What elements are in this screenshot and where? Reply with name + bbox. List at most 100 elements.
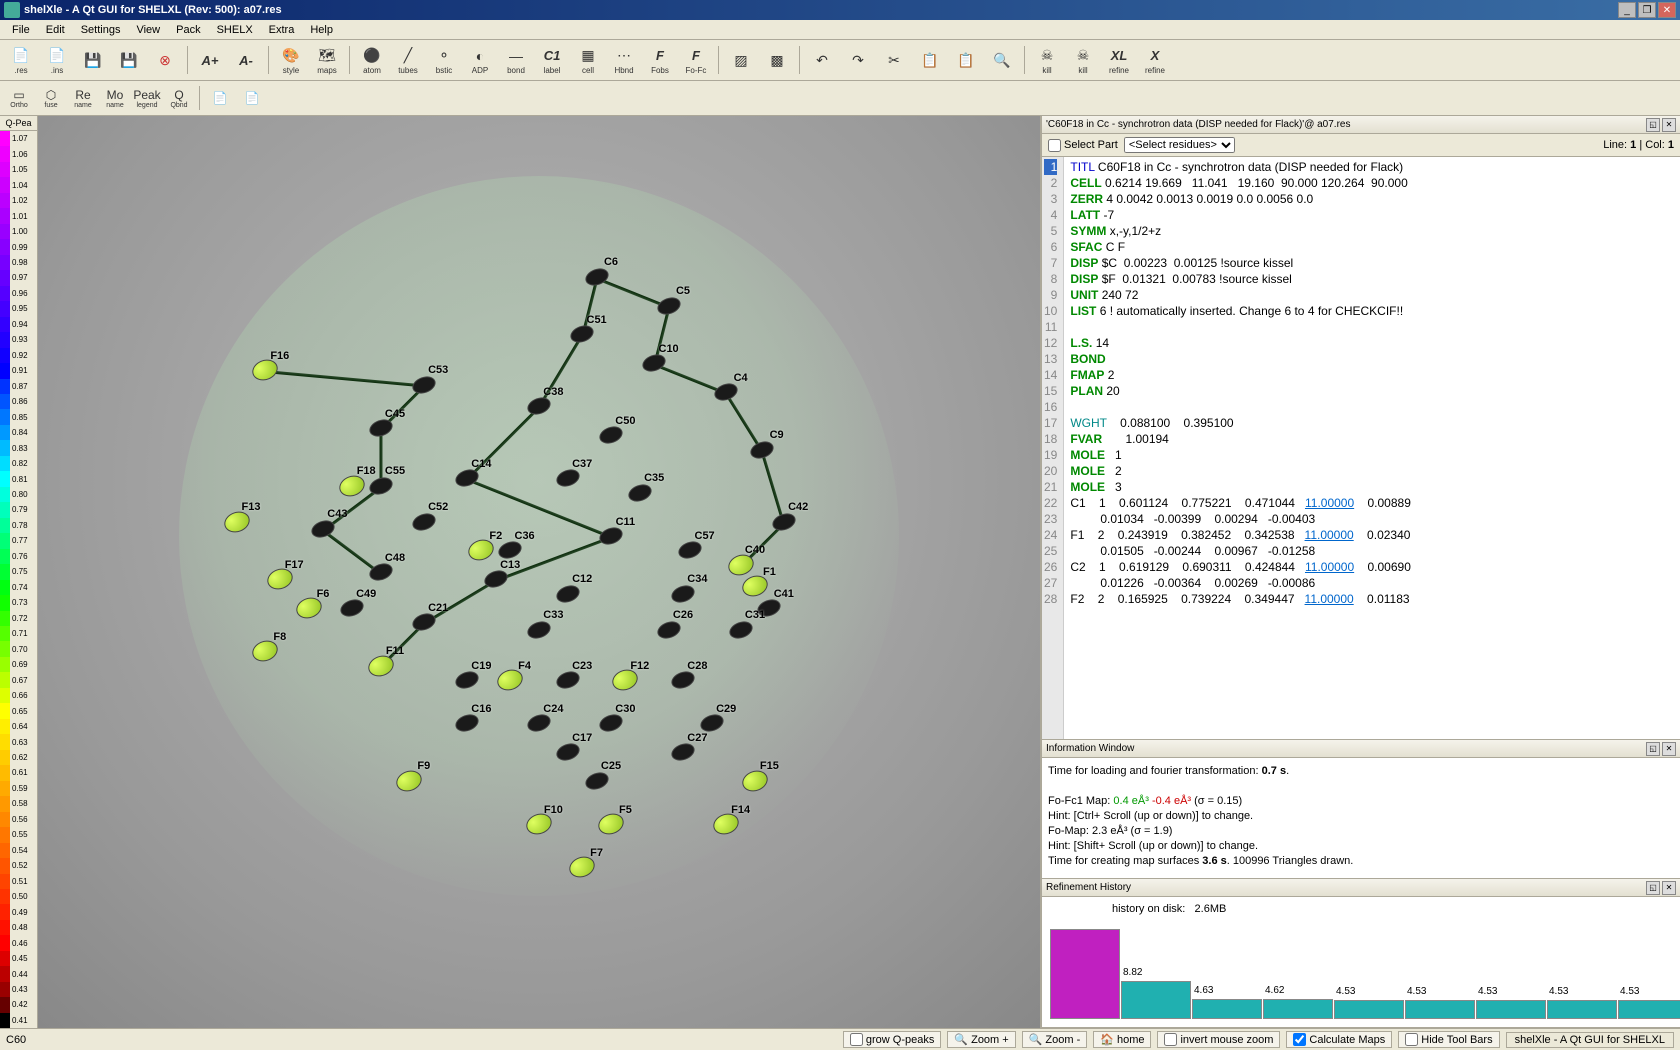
peak-legend-btn[interactable]: Peaklegend — [132, 83, 162, 113]
maximize-button[interactable]: ❐ — [1638, 2, 1656, 18]
zoom-in-button[interactable]: 🔍 Zoom + — [947, 1031, 1015, 1048]
font-dec-btn[interactable]: A- — [229, 43, 263, 77]
refine-chart[interactable]: history on disk: 2.6MB 8.824.634.624.534… — [1042, 897, 1680, 1027]
code-line[interactable]: MOLE 2 — [1070, 463, 1411, 479]
bond-btn[interactable]: —bond — [499, 43, 533, 77]
code-line[interactable]: 0.01034 -0.00399 0.00294 -0.00403 — [1070, 511, 1411, 527]
zoom-out-button[interactable]: 🔍 Zoom - — [1022, 1031, 1088, 1048]
refine-xl-btn[interactable]: XLrefine — [1102, 43, 1136, 77]
hbond-btn[interactable]: ⋯Hbnd — [607, 43, 641, 77]
refine-bar[interactable]: 4.62 — [1263, 999, 1333, 1019]
select-residues-dropdown[interactable]: <Select residues> — [1124, 137, 1235, 153]
doc2-btn[interactable]: 📄 — [237, 83, 267, 113]
menu-edit[interactable]: Edit — [38, 22, 73, 38]
save2-btn[interactable]: 💾 — [112, 43, 146, 77]
code-line[interactable]: SFAC C F — [1070, 239, 1411, 255]
menu-pack[interactable]: Pack — [168, 22, 208, 38]
adp-btn[interactable]: ◐ADP — [463, 43, 497, 77]
maps-btn[interactable]: 🗺maps — [310, 43, 344, 77]
minimize-button[interactable]: _ — [1618, 2, 1636, 18]
code-line[interactable]: FVAR 1.00194 — [1070, 431, 1411, 447]
editor-close-button[interactable]: ✕ — [1662, 118, 1676, 132]
refine-bar[interactable]: 8.82 — [1121, 981, 1191, 1019]
tool-btn[interactable]: ✂ — [877, 43, 911, 77]
refine-close-button[interactable]: ✕ — [1662, 881, 1676, 895]
code-line[interactable]: UNIT 240 72 — [1070, 287, 1411, 303]
fuse-btn[interactable]: ⬡fuse — [36, 83, 66, 113]
rename-btn[interactable]: Rename — [68, 83, 98, 113]
mesh2-btn[interactable]: ▩ — [760, 43, 794, 77]
code-line[interactable] — [1070, 399, 1411, 415]
tubes-btn[interactable]: ╱tubes — [391, 43, 425, 77]
hide-toolbars-checkbox[interactable]: Hide Tool Bars — [1398, 1031, 1499, 1048]
menu-shelx[interactable]: SHELX — [209, 22, 261, 38]
code-line[interactable]: F1 2 0.243919 0.382452 0.342538 11.00000… — [1070, 527, 1411, 543]
refine-x-btn[interactable]: Xrefine — [1138, 43, 1172, 77]
bstic-btn[interactable]: ⚬bstic — [427, 43, 461, 77]
style-btn[interactable]: 🎨style — [274, 43, 308, 77]
code-line[interactable]: WGHT 0.088100 0.395100 — [1070, 415, 1411, 431]
refine-bar[interactable]: 4.53 — [1476, 1000, 1546, 1019]
code-line[interactable]: C1 1 0.601124 0.775221 0.471044 11.00000… — [1070, 495, 1411, 511]
editor-undock-button[interactable]: ◱ — [1646, 118, 1660, 132]
code-line[interactable]: LIST 6 ! automatically inserted. Change … — [1070, 303, 1411, 319]
code-line[interactable]: MOLE 1 — [1070, 447, 1411, 463]
doc1-btn[interactable]: 📄 — [205, 83, 235, 113]
atom-btn[interactable]: ⚫atom — [355, 43, 389, 77]
menu-help[interactable]: Help — [302, 22, 341, 38]
code-line[interactable]: PLAN 20 — [1070, 383, 1411, 399]
home-button[interactable]: 🏠 home — [1093, 1031, 1151, 1048]
refine-bar[interactable]: 4.53 — [1618, 1000, 1680, 1019]
code-line[interactable]: 0.01226 -0.00364 0.00269 -0.00086 — [1070, 575, 1411, 591]
fofc-btn[interactable]: FFo-Fc — [679, 43, 713, 77]
code-line[interactable]: MOLE 3 — [1070, 479, 1411, 495]
menu-file[interactable]: File — [4, 22, 38, 38]
refine-undock-button[interactable]: ◱ — [1646, 881, 1660, 895]
kill1-btn[interactable]: ☠kill — [1030, 43, 1064, 77]
refine-bar[interactable]: 4.53 — [1547, 1000, 1617, 1019]
code-line[interactable]: C2 1 0.619129 0.690311 0.424844 11.00000… — [1070, 559, 1411, 575]
label-btn[interactable]: C1label — [535, 43, 569, 77]
code-line[interactable] — [1070, 319, 1411, 335]
calculate-maps-checkbox[interactable]: Calculate Maps — [1286, 1031, 1392, 1048]
undo-btn[interactable]: ↶ — [805, 43, 839, 77]
refine-bar[interactable]: 4.63 — [1192, 999, 1262, 1019]
code-line[interactable]: LATT -7 — [1070, 207, 1411, 223]
code-line[interactable]: DISP $C 0.00223 0.00125 !source kissel — [1070, 255, 1411, 271]
refine-bar[interactable] — [1050, 929, 1120, 1019]
code-line[interactable]: CELL 0.6214 19.669 11.041 19.160 90.000 … — [1070, 175, 1411, 191]
code-line[interactable]: BOND — [1070, 351, 1411, 367]
refine-bar[interactable]: 4.53 — [1405, 1000, 1475, 1019]
code-editor[interactable]: 1234567891011121314151617181920212223242… — [1042, 157, 1680, 739]
close-button[interactable]: ✕ — [1658, 2, 1676, 18]
ortho-btn[interactable]: ▭Ortho — [4, 83, 34, 113]
code-line[interactable]: DISP $F 0.01321 0.00783 !source kissel — [1070, 271, 1411, 287]
code-line[interactable]: F2 2 0.165925 0.739224 0.349447 11.00000… — [1070, 591, 1411, 607]
close-btn[interactable]: ⊗ — [148, 43, 182, 77]
info-undock-button[interactable]: ◱ — [1646, 742, 1660, 756]
paste-btn[interactable]: 📋 — [949, 43, 983, 77]
cell-btn[interactable]: ▦cell — [571, 43, 605, 77]
select-part-checkbox[interactable]: Select Part — [1048, 139, 1118, 152]
menu-view[interactable]: View — [128, 22, 168, 38]
save-btn[interactable]: 💾 — [76, 43, 110, 77]
menu-settings[interactable]: Settings — [73, 22, 129, 38]
code-line[interactable]: ZERR 4 0.0042 0.0013 0.0019 0.0 0.0056 0… — [1070, 191, 1411, 207]
font-inc-btn[interactable]: A+ — [193, 43, 227, 77]
res-btn[interactable]: 📄.res — [4, 43, 38, 77]
code-line[interactable]: L.S. 14 — [1070, 335, 1411, 351]
3d-viewport[interactable]: C5C6C10C4C51C9C38C53C45F16C50C37C35C14C5… — [38, 116, 1040, 1028]
kill2-btn[interactable]: ☠kill — [1066, 43, 1100, 77]
find-btn[interactable]: 🔍 — [985, 43, 1019, 77]
copy-btn[interactable]: 📋 — [913, 43, 947, 77]
invert-mouse-checkbox[interactable]: invert mouse zoom — [1157, 1031, 1280, 1048]
qbnd-btn[interactable]: QQbnd — [164, 83, 194, 113]
code-line[interactable]: TITL C60F18 in Cc - synchrotron data (DI… — [1070, 159, 1411, 175]
code-line[interactable]: FMAP 2 — [1070, 367, 1411, 383]
refine-bar[interactable]: 4.53 — [1334, 1000, 1404, 1019]
redo-btn[interactable]: ↷ — [841, 43, 875, 77]
mesh1-btn[interactable]: ▨ — [724, 43, 758, 77]
grow-qpeaks-checkbox[interactable]: grow Q-peaks — [843, 1031, 941, 1048]
move-btn[interactable]: Moname — [100, 83, 130, 113]
code-line[interactable]: 0.01505 -0.00244 0.00967 -0.01258 — [1070, 543, 1411, 559]
